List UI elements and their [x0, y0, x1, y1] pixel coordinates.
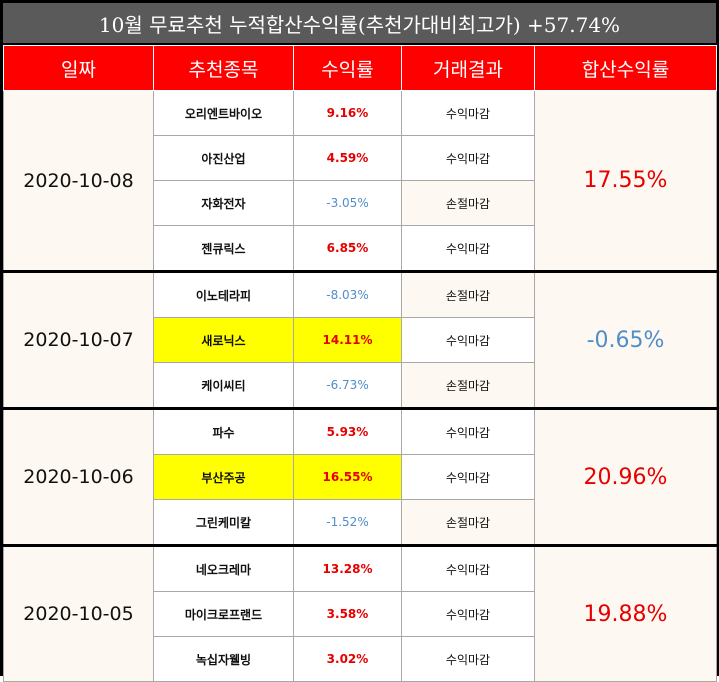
return-rate: -1.52% [293, 499, 402, 547]
date-cell: 2020-10-07 [3, 271, 154, 410]
stock-name: 이노테라피 [153, 271, 294, 318]
return-rate: 4.59% [293, 135, 402, 181]
table-body: 2020-10-08 오리엔트바이오 9.16% 수익마감 17.55% 아진산업 4.59… [3, 90, 717, 682]
return-rate: -6.73% [293, 362, 402, 410]
table-row: 그린케미칼 -1.52% 손절마감 [4, 499, 717, 547]
trade-result: 수익마감 [401, 408, 535, 455]
return-rate: 9.16% [293, 90, 402, 136]
stock-name: 새로닉스 [153, 317, 294, 363]
header-total-return: 합산수익률 [534, 45, 717, 91]
table-row: 2020-10-08 오리엔트바이오 9.16% 수익마감 17.55% [3, 90, 717, 273]
trade-result: 수익마감 [401, 90, 535, 136]
table-row: 젠큐릭스 6.85% 수익마감 [4, 225, 717, 273]
stock-name: 파수 [153, 408, 294, 455]
stock-name: 마이크로프랜드 [153, 591, 294, 637]
trade-result: 수익마감 [401, 454, 535, 500]
stock-name: 자화전자 [153, 180, 294, 226]
table-row: 2020-10-07 이노테라피 -8.03% 손절마감 -0.65% [3, 271, 717, 410]
trade-result: 수익마감 [401, 135, 535, 181]
trade-result: 손절마감 [401, 180, 535, 226]
return-rate: 13.28% [293, 545, 402, 592]
trade-result: 수익마감 [401, 591, 535, 637]
trade-result: 손절마감 [401, 362, 535, 410]
total-return: 19.88% [534, 545, 717, 682]
table-row: 새로닉스 14.11% 수익마감 [4, 317, 717, 363]
stock-name: 그린케미칼 [153, 499, 294, 547]
return-rate: 3.58% [293, 591, 402, 637]
stock-name: 케이씨티 [153, 362, 294, 410]
table-row: 자화전자 -3.05% 손절마감 [4, 180, 717, 226]
trade-result: 수익마감 [401, 317, 535, 363]
return-rate: 5.93% [293, 408, 402, 455]
total-return: -0.65% [534, 271, 717, 410]
total-return: 20.96% [534, 408, 717, 547]
return-rate: 3.02% [293, 636, 402, 682]
stock-name: 아진산업 [153, 135, 294, 181]
date-cell: 2020-10-08 [3, 90, 154, 273]
trade-result: 손절마감 [401, 271, 535, 318]
trade-result: 수익마감 [401, 225, 535, 273]
return-rate: -8.03% [293, 271, 402, 318]
table-row: 부산주공 16.55% 수익마감 [4, 454, 717, 500]
table-row: 아진산업 4.59% 수익마감 [4, 135, 717, 181]
stock-name: 부산주공 [153, 454, 294, 500]
recommendation-table: 일짜 추천종목 수익률 거래결과 합산수익률 2020-10-08 오리엔트바이오… [3, 45, 717, 682]
stock-name: 녹십자웰빙 [153, 636, 294, 682]
return-rate: -3.05% [293, 180, 402, 226]
return-rate: 14.11% [293, 317, 402, 363]
trade-result: 수익마감 [401, 545, 535, 592]
trade-result: 수익마감 [401, 636, 535, 682]
header-date: 일짜 [3, 45, 154, 91]
table-header-row: 일짜 추천종목 수익률 거래결과 합산수익률 [3, 45, 717, 91]
stock-name: 네오크레마 [153, 545, 294, 592]
page-title: 10월 무료추천 누적합산수익률(추천가대비최고가) +57.74% [3, 3, 716, 43]
total-return: 17.55% [534, 90, 717, 273]
date-cell: 2020-10-05 [3, 545, 154, 682]
return-rate: 6.85% [293, 225, 402, 273]
table-row: 2020-10-05 네오크레마 13.28% 수익마감 19.88% [3, 545, 717, 682]
date-cell: 2020-10-06 [3, 408, 154, 547]
table-row: 케이씨티 -6.73% 손절마감 [4, 362, 717, 410]
header-stock: 추천종목 [153, 45, 294, 91]
trade-result: 손절마감 [401, 499, 535, 547]
header-result: 거래결과 [401, 45, 535, 91]
header-return: 수익률 [293, 45, 402, 91]
stock-name: 오리엔트바이오 [153, 90, 294, 136]
return-rate: 16.55% [293, 454, 402, 500]
stock-name: 젠큐릭스 [153, 225, 294, 273]
table-row: 2020-10-06 파수 5.93% 수익마감 20.96% [3, 408, 717, 547]
